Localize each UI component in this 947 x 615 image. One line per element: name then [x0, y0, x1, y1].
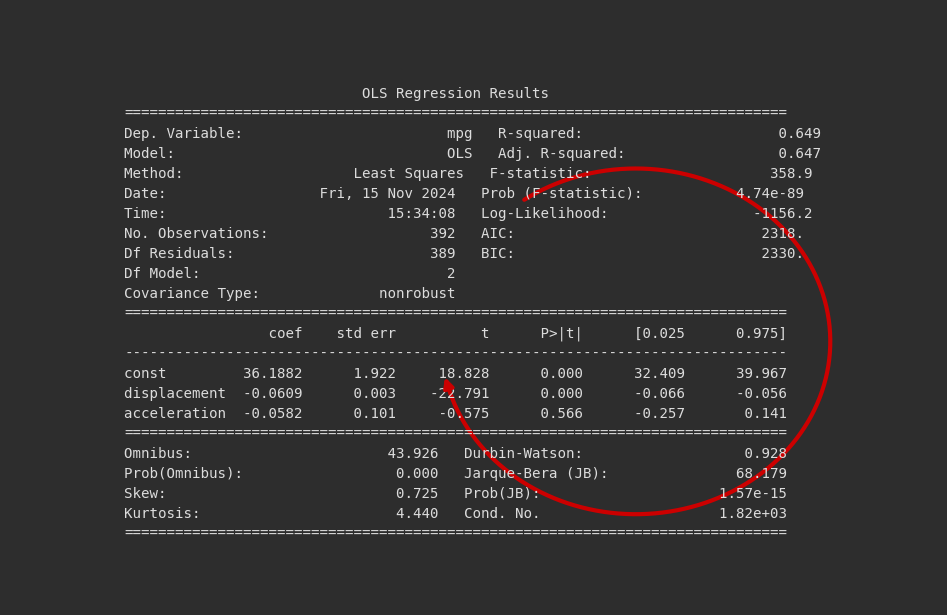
Text: ==============================================================================: ========================================…: [124, 107, 787, 121]
Text: Df Residuals:                       389   BIC:                             2330.: Df Residuals: 389 BIC: 2330.: [124, 247, 804, 261]
Text: OLS Regression Results: OLS Regression Results: [124, 87, 787, 101]
Text: Covariance Type:              nonrobust: Covariance Type: nonrobust: [124, 287, 804, 301]
Text: Kurtosis:                       4.440   Cond. No.                     1.82e+03: Kurtosis: 4.440 Cond. No. 1.82e+03: [124, 507, 787, 521]
Text: displacement  -0.0609      0.003    -22.791      0.000      -0.066      -0.056: displacement -0.0609 0.003 -22.791 0.000…: [124, 387, 787, 401]
Text: Omnibus:                       43.926   Durbin-Watson:                   0.928: Omnibus: 43.926 Durbin-Watson: 0.928: [124, 446, 787, 461]
Text: ------------------------------------------------------------------------------: ----------------------------------------…: [124, 347, 787, 361]
Text: const         36.1882      1.922     18.828      0.000      32.409      39.967: const 36.1882 1.922 18.828 0.000 32.409 …: [124, 367, 787, 381]
Text: Method:                    Least Squares   F-statistic:                     358.: Method: Least Squares F-statistic: 358.: [124, 167, 813, 181]
Text: acceleration  -0.0582      0.101     -0.575      0.566      -0.257       0.141: acceleration -0.0582 0.101 -0.575 0.566 …: [124, 407, 787, 421]
Text: Skew:                           0.725   Prob(JB):                     1.57e-15: Skew: 0.725 Prob(JB): 1.57e-15: [124, 486, 787, 501]
Text: Df Model:                             2: Df Model: 2: [124, 267, 804, 281]
Text: ==============================================================================: ========================================…: [124, 427, 787, 441]
Text: ==============================================================================: ========================================…: [124, 307, 787, 321]
Text: Time:                          15:34:08   Log-Likelihood:                 -1156.: Time: 15:34:08 Log-Likelihood: -1156.: [124, 207, 813, 221]
Text: Dep. Variable:                        mpg   R-squared:                       0.6: Dep. Variable: mpg R-squared: 0.6: [124, 127, 821, 141]
Text: Model:                                OLS   Adj. R-squared:                  0.6: Model: OLS Adj. R-squared: 0.6: [124, 147, 821, 161]
Text: No. Observations:                   392   AIC:                             2318.: No. Observations: 392 AIC: 2318.: [124, 227, 804, 241]
Text: Date:                  Fri, 15 Nov 2024   Prob (F-statistic):           4.74e-89: Date: Fri, 15 Nov 2024 Prob (F-statistic…: [124, 187, 804, 201]
Text: coef    std err          t      P>|t|      [0.025      0.975]: coef std err t P>|t| [0.025 0.975]: [124, 327, 787, 341]
Text: Prob(Omnibus):                  0.000   Jarque-Bera (JB):               68.179: Prob(Omnibus): 0.000 Jarque-Bera (JB): 6…: [124, 467, 787, 481]
Text: ==============================================================================: ========================================…: [124, 526, 787, 541]
